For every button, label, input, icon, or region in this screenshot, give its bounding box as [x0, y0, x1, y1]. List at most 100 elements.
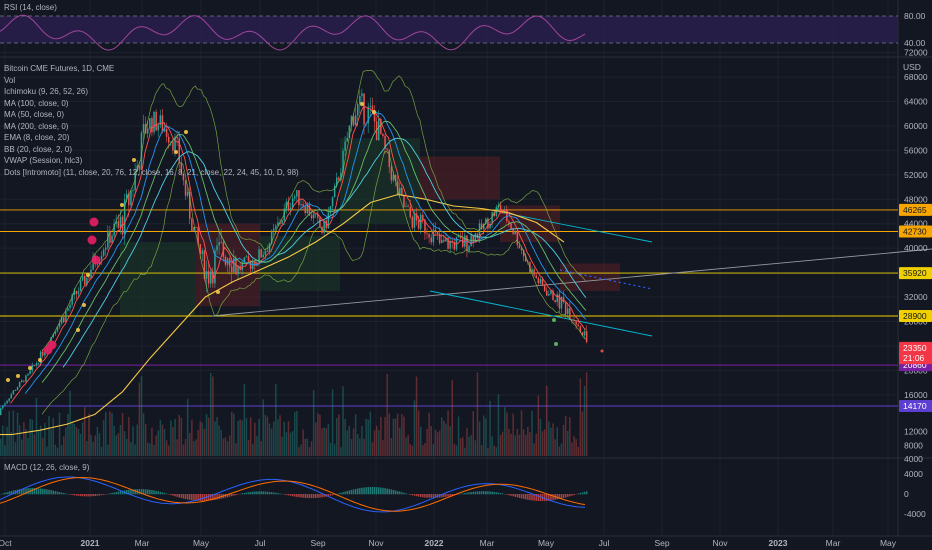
volume-bar	[348, 426, 351, 456]
volume-bar	[37, 431, 40, 456]
volume-bar	[44, 422, 46, 456]
volume-bar	[331, 389, 334, 456]
legend-vol: Vol	[4, 75, 16, 85]
main-legend[interactable]: Bitcoin CME Futures, 1D, CME Vol Ichimok…	[4, 63, 299, 178]
volume-bar	[39, 425, 42, 456]
macd-histogram-bar	[373, 487, 376, 495]
volume-bar	[279, 415, 281, 456]
candle-body	[403, 194, 405, 207]
candle-body	[165, 128, 168, 137]
macd-histogram-bar	[462, 493, 464, 495]
volume-bar	[417, 410, 420, 456]
candle-body	[447, 237, 449, 249]
volume-bar	[155, 435, 157, 456]
macd-histogram-bar	[352, 489, 355, 495]
volume-bar	[483, 415, 485, 456]
candle-body	[298, 190, 300, 206]
candle-body	[35, 363, 38, 366]
macd-histogram-bar	[312, 494, 315, 499]
level-price-tag: 14170	[903, 401, 927, 411]
volume-bar	[499, 434, 502, 456]
volume-bar	[88, 413, 90, 456]
price-tick-label: 72000	[904, 48, 928, 58]
macd-histogram-bar	[52, 490, 54, 495]
volume-bar	[291, 431, 294, 456]
macd-histogram-bar	[485, 491, 487, 495]
candle-body	[33, 365, 36, 367]
last-price-tag-bg	[899, 352, 932, 365]
candle-body	[367, 106, 369, 124]
candle-body	[134, 171, 136, 191]
volume-bar	[54, 444, 57, 456]
macd-histogram-bar	[537, 494, 540, 502]
ichimoku-cloud-segment	[420, 156, 500, 200]
macd-histogram-bar	[42, 488, 44, 495]
candle-body	[501, 211, 504, 214]
volume-bar	[462, 437, 464, 456]
candle-body	[577, 324, 579, 327]
volume-bar	[518, 434, 521, 456]
macd-histogram-bar	[241, 493, 243, 495]
candle-body	[193, 227, 195, 232]
candle-body	[428, 234, 430, 238]
volume-bar	[583, 386, 586, 456]
volume-bar	[344, 418, 346, 456]
volume-bar	[42, 437, 44, 456]
candle-body	[516, 231, 519, 246]
volume-bar	[485, 418, 487, 456]
macd-histogram-bar	[567, 494, 569, 497]
candle-body	[65, 310, 67, 323]
volume-bar	[111, 413, 113, 456]
signal-dot	[87, 235, 97, 245]
volume-bar	[350, 439, 353, 456]
candle-body	[363, 93, 365, 125]
candle-body	[268, 243, 271, 252]
volume-bar	[367, 419, 369, 456]
volume-bar	[512, 413, 514, 456]
macd-histogram-bar	[449, 494, 451, 497]
volume-bar	[415, 376, 418, 456]
candle-body	[130, 190, 132, 206]
legend-ma200: MA (200, close, 0)	[4, 121, 69, 131]
macd-histogram-bar	[441, 494, 443, 498]
volume-bar	[520, 410, 523, 456]
candle-body	[258, 249, 260, 264]
rsi-legend[interactable]: RSI (14, close)	[4, 2, 57, 14]
volume-bar	[325, 428, 327, 456]
ichimoku-cloud-segment	[260, 235, 340, 291]
volume-bar	[25, 429, 27, 456]
macd-histogram-bar	[291, 494, 294, 497]
macd-histogram-bar	[10, 490, 12, 495]
macd-histogram-bar	[394, 490, 397, 495]
macd-histogram-bar	[88, 494, 90, 497]
candle-body	[264, 250, 267, 255]
volume-bar	[302, 429, 304, 456]
volume-bar	[327, 424, 330, 456]
price-tick-label: 12000	[904, 427, 928, 437]
volume-bar	[283, 421, 285, 456]
macd-histogram-bar	[277, 493, 279, 495]
candle-body	[285, 201, 288, 209]
volume-bar	[434, 429, 437, 456]
macd-histogram-bar	[476, 491, 479, 495]
volume-bar	[84, 407, 86, 456]
volume-bar	[136, 424, 138, 456]
candle-body	[550, 290, 552, 294]
volume-bar	[172, 427, 174, 456]
candle-body	[174, 136, 176, 151]
time-tick-label: May	[538, 538, 555, 548]
candle-body	[71, 295, 73, 305]
volume-bar	[60, 445, 63, 456]
candle-body	[140, 132, 143, 170]
candle-body	[443, 239, 445, 242]
candle-body	[237, 266, 239, 275]
macd-histogram-bar	[543, 494, 546, 502]
volume-bar	[405, 437, 407, 456]
macd-pane: 4000 0 -4000	[0, 469, 926, 519]
candle-body	[222, 242, 225, 257]
macd-legend[interactable]: MACD (12, 26, close, 9)	[4, 462, 89, 474]
macd-histogram-bar	[98, 494, 101, 496]
time-tick-label: 2023	[769, 538, 788, 548]
candle-body	[543, 285, 546, 291]
